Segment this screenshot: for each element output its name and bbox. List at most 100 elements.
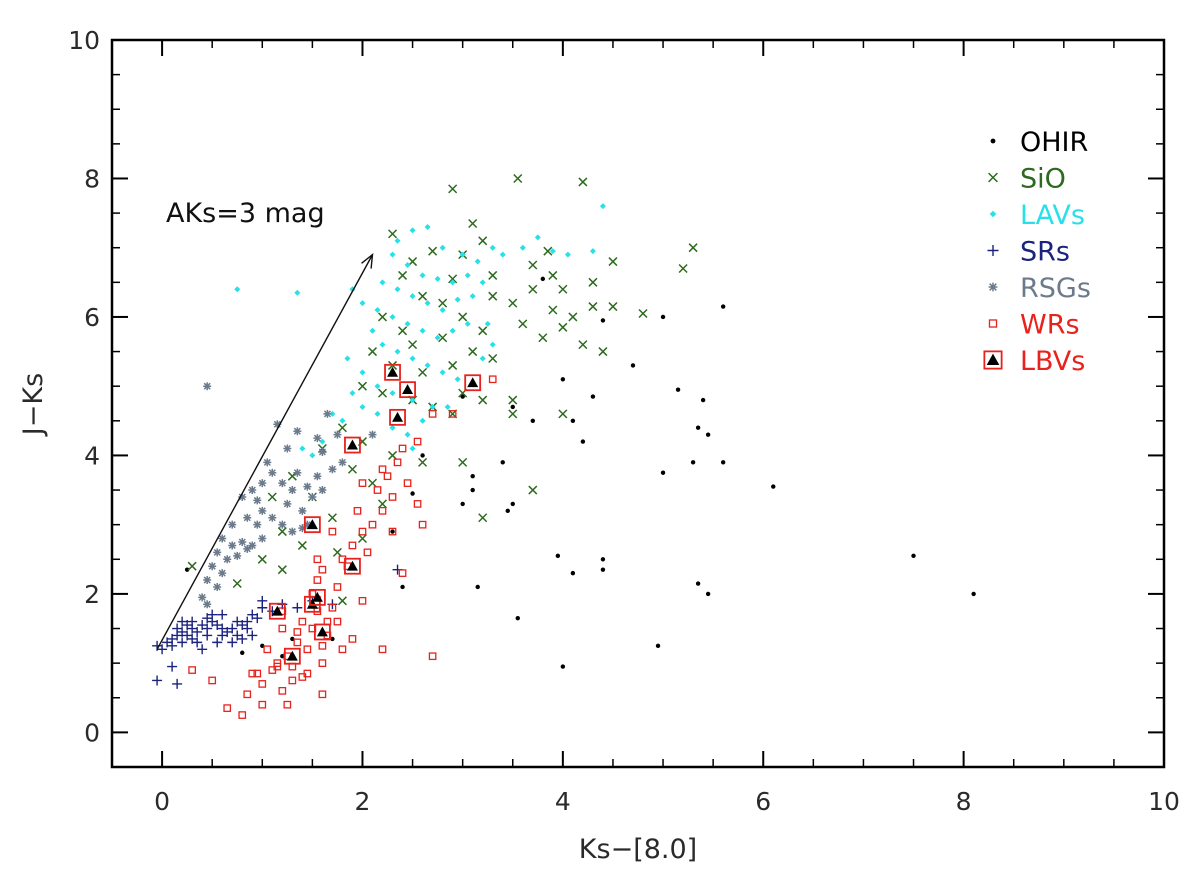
sio-point — [578, 177, 588, 187]
sio-point — [448, 274, 458, 284]
lavs-point — [429, 403, 436, 410]
ohir-point — [580, 439, 586, 444]
lavs-point — [464, 272, 471, 279]
lavs-point — [409, 293, 416, 300]
ohir-point — [475, 584, 480, 590]
sio-point — [347, 464, 357, 474]
srs-point — [167, 661, 178, 672]
y-tick-label: 6 — [84, 303, 100, 332]
wrs-point — [253, 669, 262, 678]
sio-point — [538, 333, 548, 343]
y-tick-label: 0 — [84, 718, 100, 747]
legend-marker-sio — [988, 172, 998, 183]
ohir-point — [500, 460, 505, 465]
rsgs-point — [248, 541, 257, 550]
lavs-point — [439, 307, 446, 314]
rsgs-point — [368, 430, 377, 439]
lavs-point — [589, 248, 596, 255]
sio-point — [187, 561, 197, 571]
lbvs-point-triangle — [306, 519, 318, 530]
sio-point — [377, 388, 388, 398]
srs-point — [247, 609, 258, 620]
rsgs-point — [198, 593, 207, 602]
sio-point — [438, 298, 448, 308]
x-tick-label: 2 — [355, 787, 371, 816]
srs-point — [232, 616, 243, 627]
wrs-point — [348, 635, 357, 643]
ohir-point — [720, 460, 726, 465]
wrs-point — [303, 645, 312, 654]
srs-point — [182, 630, 193, 641]
rsgs-point — [228, 520, 237, 529]
lavs-point — [409, 355, 416, 362]
wrs-point — [398, 444, 407, 453]
srs-point — [197, 620, 208, 631]
ohir-point — [720, 304, 726, 309]
ohir-point — [695, 425, 701, 430]
lavs-point — [409, 227, 416, 234]
sio-point — [357, 533, 368, 544]
lbvs-point-triangle — [316, 626, 328, 637]
lbvs-point — [384, 363, 401, 381]
legend-marker-rsgs — [988, 282, 998, 292]
sio-point — [558, 409, 568, 419]
wrs-point — [378, 645, 387, 654]
wrs-point — [333, 583, 342, 591]
lbvs-point-triangle — [402, 384, 414, 395]
wrs-point — [328, 603, 337, 612]
wrs-point — [303, 669, 312, 678]
sio-point — [418, 291, 428, 301]
extinction-arrow — [156, 254, 374, 650]
sio-point — [458, 457, 468, 467]
wrs-point — [288, 676, 297, 685]
wrs-point — [413, 500, 422, 508]
rsgs-point — [213, 548, 222, 557]
wrs-point — [388, 527, 397, 536]
rsgs-point — [218, 534, 227, 543]
lavs-point — [489, 244, 496, 251]
legend: OHIR SiO LAVs SRs RSGs WRs LBVs — [983, 127, 1091, 377]
lavs-point — [394, 237, 401, 244]
lavs-point — [434, 275, 441, 282]
sio-point — [408, 257, 418, 267]
srs-point — [192, 626, 203, 637]
wrs-point — [278, 624, 287, 633]
ohir-point — [570, 418, 576, 424]
rsgs-point — [208, 562, 217, 571]
ohir-point — [911, 553, 916, 559]
ohir-point — [600, 557, 606, 562]
legend-marker-srs — [987, 245, 999, 256]
lavs-point — [424, 223, 431, 230]
ohir-point — [460, 501, 465, 507]
lavs-point — [404, 262, 411, 269]
sio-point — [528, 485, 538, 495]
srs-point — [217, 609, 228, 620]
sio-point — [458, 312, 468, 322]
ohir-point — [240, 650, 245, 655]
sio-point — [327, 513, 337, 523]
wrs-point — [398, 569, 407, 577]
legend-label-rsgs: RSGs — [1020, 273, 1091, 304]
ohir-point — [705, 432, 711, 437]
rsgs-point — [328, 465, 337, 474]
wrs-point — [418, 520, 427, 529]
wrs-point — [383, 472, 392, 481]
sio-point — [608, 302, 618, 312]
wrs-point — [278, 686, 287, 695]
srs-point — [162, 637, 173, 648]
sio-point — [418, 367, 428, 377]
wrs-point — [248, 669, 257, 678]
lavs-point — [374, 383, 381, 390]
rsgs-point — [253, 496, 262, 505]
legend-item-lavs: LAVs — [989, 200, 1085, 231]
lavs-point — [309, 452, 316, 459]
rsgs-point — [293, 468, 302, 477]
rsgs-point — [298, 506, 307, 515]
series-sio — [187, 173, 698, 606]
rsgs-point — [278, 520, 287, 529]
ohir-point — [290, 636, 295, 642]
ohir-point — [410, 491, 415, 496]
legend-marker-wrs — [988, 319, 998, 328]
sio-point — [428, 246, 438, 256]
sio-point — [508, 298, 518, 308]
